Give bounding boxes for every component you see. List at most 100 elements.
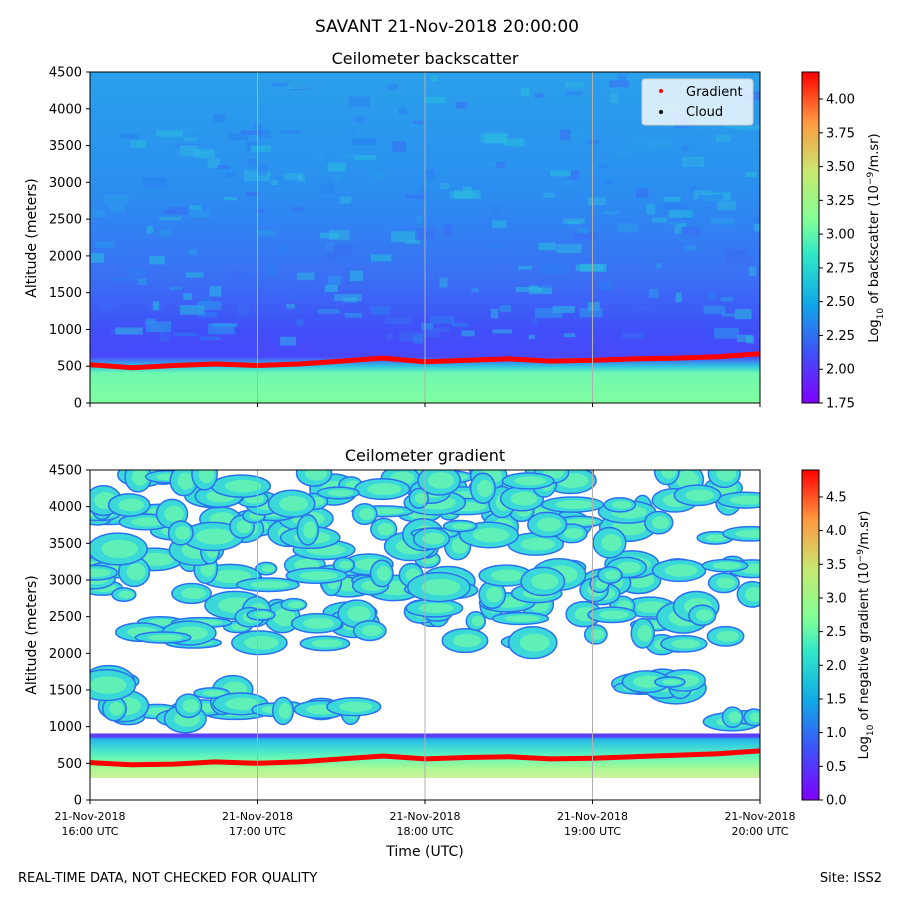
cloud-patch-core	[749, 712, 760, 723]
backscatter-cell	[285, 295, 295, 301]
cloud-patch-core	[250, 580, 290, 589]
backscatter-cell	[490, 308, 499, 319]
backscatter-cell	[209, 286, 222, 297]
top-colorbar-ticks: 1.75 2.00 2.25 2.50 2.75 3.00 3.25 3.50 3.75 4.00	[819, 93, 855, 412]
cloud-patch-core	[138, 552, 174, 566]
backscatter-cell	[258, 129, 271, 138]
backscatter-cell	[563, 333, 576, 338]
backscatter-cell	[482, 161, 500, 166]
cloud-patch-core	[177, 472, 195, 490]
backscatter-cell	[257, 230, 276, 236]
backscatter-cell	[317, 152, 325, 163]
backscatter-cell	[538, 242, 556, 251]
bottom-xticks: 21-Nov-2018 16:00 UTC 21-Nov-2018 17:00 UTC…	[54, 800, 796, 838]
colorbar-tick-label: 2.0	[826, 659, 847, 674]
backscatter-cell	[535, 308, 563, 318]
backscatter-cell	[350, 270, 363, 282]
cloud-patch-core	[519, 633, 550, 652]
cloud-patch-core	[175, 526, 191, 540]
cloud-patch-core	[566, 518, 596, 525]
colorbar-tick-label: 2.00	[826, 363, 855, 378]
backscatter-cell	[698, 194, 724, 200]
x-tick-time: 19:00 UTC	[564, 825, 621, 838]
top-colorbar	[801, 71, 820, 404]
backscatter-cell	[328, 275, 341, 286]
top-yticks: 0 500 1000 1500 2000 2500 3000 3500 4000 4500	[49, 66, 90, 412]
cloud-patch-core	[303, 617, 335, 629]
cloud-patch-core	[279, 496, 309, 512]
backscatter-cell	[485, 245, 506, 250]
backscatter-cell	[169, 286, 183, 290]
cloud-patch-core	[651, 516, 670, 530]
backscatter-cell	[440, 79, 453, 84]
cloud-patch-core	[491, 569, 525, 582]
x-tick-date: 21-Nov-2018	[222, 810, 293, 823]
cloud-patch-core	[685, 489, 714, 502]
cloud-patch-core	[531, 573, 559, 590]
cloud-patch-core	[716, 630, 739, 642]
backscatter-cell	[515, 286, 543, 292]
backscatter-cell	[537, 281, 565, 288]
cloud-patch-core	[182, 699, 199, 713]
backscatter-cell	[115, 327, 143, 335]
cloud-patch-core	[101, 539, 139, 559]
backscatter-cell	[587, 301, 600, 312]
cloud-patch-core	[418, 603, 454, 614]
backscatter-cell	[675, 292, 682, 303]
backscatter-cell	[387, 83, 398, 91]
backscatter-cell	[683, 226, 701, 236]
backscatter-cell	[271, 180, 278, 186]
backscatter-cell	[247, 158, 257, 167]
cloud-patch-core	[339, 560, 353, 570]
backscatter-cell	[503, 138, 524, 147]
backscatter-cell	[413, 334, 423, 344]
backscatter-cell	[751, 139, 760, 148]
backscatter-cell	[149, 255, 165, 265]
backscatter-cell	[720, 296, 734, 302]
backscatter-cell	[649, 138, 671, 147]
backscatter-cell	[663, 197, 681, 202]
backscatter-cell	[346, 126, 359, 137]
backscatter-cell	[142, 177, 168, 188]
backscatter-cell	[280, 129, 302, 134]
backscatter-cell	[333, 174, 341, 180]
cloud-patch-core	[109, 701, 124, 716]
backscatter-cell	[431, 75, 438, 82]
backscatter-cell	[179, 145, 199, 156]
cloud-patch-core	[730, 495, 760, 505]
cloud-patch-core	[514, 476, 547, 486]
backscatter-cell	[280, 336, 297, 346]
cloud-patch-core	[590, 629, 605, 640]
cloud-patch-core	[452, 633, 482, 648]
backscatter-cell	[552, 305, 575, 313]
backscatter-cell	[291, 207, 304, 211]
backscatter-cell	[99, 302, 113, 310]
bottom-colorbar-ticks: 0.0 0.5 1.0 1.5 2.0 2.5 3.0 3.5 4.0 4.5	[819, 490, 847, 809]
backscatter-cell	[610, 93, 619, 103]
cloud-patch-core	[147, 634, 183, 641]
backscatter-cell	[637, 307, 650, 311]
backscatter-cell	[160, 229, 172, 236]
backscatter-cell	[421, 329, 440, 338]
backscatter-cell	[392, 141, 406, 152]
cloud-patch-core	[377, 523, 394, 536]
backscatter-cell	[635, 188, 649, 198]
backscatter-cell	[564, 82, 585, 88]
backscatter-cell	[146, 225, 153, 234]
backscatter-cell	[207, 158, 221, 168]
cloud-patch-core	[695, 609, 713, 621]
cloud-patch-core	[376, 565, 391, 581]
x-tick-time: 16:00 UTC	[61, 825, 118, 838]
backscatter-cell	[604, 179, 614, 185]
backscatter-cell	[575, 264, 604, 272]
cloud-patch-core	[261, 565, 275, 573]
backscatter-cell	[183, 137, 198, 141]
backscatter-cell	[412, 120, 424, 125]
backscatter-cell	[455, 101, 468, 109]
cloud-patch-core	[359, 508, 375, 520]
backscatter-cell	[272, 82, 288, 87]
backscatter-cell	[632, 140, 659, 152]
backscatter-cell	[452, 322, 469, 328]
backscatter-cell	[128, 268, 145, 277]
backscatter-cell	[655, 262, 662, 269]
